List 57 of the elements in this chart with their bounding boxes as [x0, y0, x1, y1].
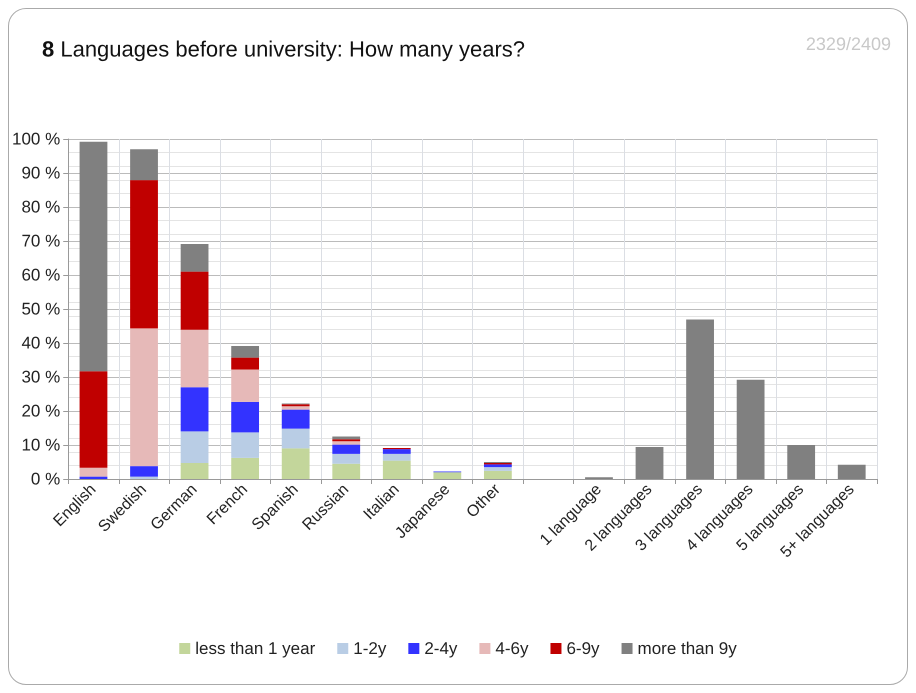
- y-tick-label: 100 %: [12, 130, 60, 148]
- bar: [130, 149, 158, 180]
- bar: [80, 142, 108, 372]
- bar: [433, 472, 462, 479]
- y-tick-label: 40 %: [21, 334, 60, 352]
- bar: [180, 387, 208, 432]
- legend-label: 6-9y: [566, 639, 600, 658]
- y-tick-label: 60 %: [21, 266, 60, 284]
- y-tick-label: 30 %: [21, 368, 60, 386]
- bar: [180, 272, 208, 330]
- bar: [231, 370, 260, 402]
- bar: [636, 447, 664, 479]
- bar: [382, 449, 411, 454]
- bar: [686, 320, 714, 479]
- bar: [838, 464, 866, 479]
- y-tick-label: 70 %: [21, 232, 60, 250]
- legend-label: 4-6y: [495, 639, 529, 658]
- bar: [282, 406, 310, 410]
- legend-label: more than 9y: [638, 639, 738, 658]
- bar: [231, 458, 260, 479]
- bar: [231, 402, 260, 432]
- y-tick-label: 0 %: [30, 470, 60, 488]
- bar: [130, 466, 158, 477]
- y-tick-label: 20 %: [21, 402, 60, 420]
- bar: [382, 454, 411, 461]
- legend-label: 1-2y: [353, 639, 387, 658]
- bar: [282, 428, 310, 448]
- bar: [332, 444, 360, 454]
- bar: [80, 371, 108, 468]
- bar: [382, 460, 411, 479]
- bar: [180, 431, 208, 464]
- legend-label: 2-4y: [424, 639, 458, 658]
- bar: [484, 467, 512, 471]
- bar: [282, 448, 310, 479]
- bar: [80, 468, 108, 477]
- bar: [332, 454, 360, 464]
- y-tick-label: 80 %: [21, 198, 60, 216]
- bar: [484, 464, 512, 468]
- y-tick-label: 90 %: [21, 164, 60, 182]
- chart-title: 8 Languages before university: How many years?: [42, 36, 526, 62]
- bar: [231, 358, 260, 370]
- bar: [484, 470, 512, 479]
- bar: [231, 346, 260, 358]
- bar: [736, 380, 765, 479]
- bar: [180, 330, 208, 388]
- bar: [332, 436, 360, 440]
- bar: [130, 328, 158, 466]
- bar: [231, 432, 260, 458]
- y-tick-label: 10 %: [21, 436, 60, 454]
- bar: [180, 244, 208, 272]
- bar: [180, 463, 208, 479]
- bar: [282, 410, 310, 429]
- legend-label: less than 1 year: [195, 639, 316, 658]
- bar: [787, 445, 816, 479]
- y-tick-label: 50 %: [21, 300, 60, 318]
- bar: [130, 180, 158, 328]
- bar: [332, 464, 360, 479]
